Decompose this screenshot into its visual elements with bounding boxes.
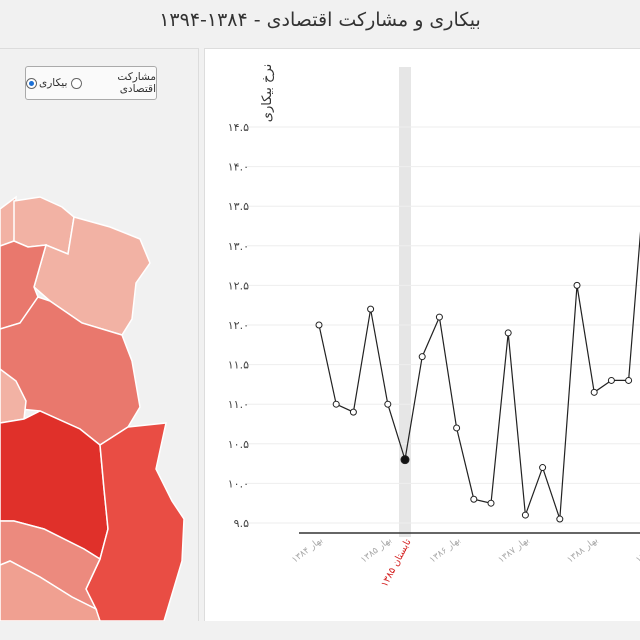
highlight-band [399, 67, 411, 537]
data-point-highlighted[interactable] [400, 455, 410, 465]
y-tick-label: ۹.۵ [234, 517, 249, 530]
map-region-far-south[interactable] [0, 560, 101, 621]
y-tick-label: ۱۱.۰ [228, 398, 249, 411]
data-point[interactable] [349, 408, 357, 416]
x-tick-label: بهار ۱۳۸۹ [634, 535, 640, 565]
x-tick-label: بهار ۱۳۸۵ [359, 535, 393, 565]
x-axis: بهار ۱۳۸۴ بهار ۱۳۸۵ بهار ۱۳۸۶ بهار ۱۳۸۷ بهار… [290, 535, 640, 589]
data-point[interactable] [504, 329, 512, 337]
data-points [315, 281, 633, 523]
data-point[interactable] [435, 313, 443, 321]
data-point[interactable] [367, 305, 375, 313]
data-point[interactable] [453, 424, 461, 432]
x-tick-label: بهار ۱۳۸۴ [290, 535, 324, 565]
data-point[interactable] [521, 511, 529, 519]
series-line [318, 231, 640, 520]
x-tick-label: بهار ۱۳۸۸ [566, 535, 600, 565]
y-tick-label: ۱۰.۵ [228, 438, 249, 451]
radio-unemployment[interactable] [26, 77, 37, 89]
y-tick-label: ۱۳.۵ [228, 200, 249, 213]
map-region-small-west[interactable] [0, 368, 27, 424]
province-map [0, 195, 185, 621]
indicator-selector: مشارکت اقتصادی بیکاری [25, 66, 157, 100]
data-point[interactable] [607, 376, 615, 384]
data-point[interactable] [625, 376, 633, 384]
data-point[interactable] [573, 281, 581, 289]
data-point[interactable] [418, 353, 426, 361]
y-tick-label: ۱۳.۰ [228, 240, 249, 253]
radio-participation[interactable] [71, 77, 82, 89]
grid-lines [247, 126, 640, 524]
data-point[interactable] [590, 388, 598, 396]
radio-option-unemployment[interactable]: بیکاری [26, 77, 67, 89]
y-axis: ۹.۵ ۱۰.۰ ۱۰.۵ ۱۱.۰ ۱۱.۵ ۱۲.۰ ۱۲.۵ ۱۳.۰ ۱۳.۵ ۱۴.۰ ۱… [228, 121, 249, 530]
data-point[interactable] [384, 400, 392, 408]
data-point[interactable] [539, 464, 547, 472]
unemployment-line-chart: ۹.۵ ۱۰.۰ ۱۰.۵ ۱۱.۰ ۱۱.۵ ۱۲.۰ ۱۲.۵ ۱۳.۰ ۱۳.۵ ۱۴.۰ ۱… [228, 64, 640, 589]
chart-panel: ۹.۵ ۱۰.۰ ۱۰.۵ ۱۱.۰ ۱۱.۵ ۱۲.۰ ۱۲.۵ ۱۳.۰ ۱۳.۵ ۱۴.۰ ۱… [204, 48, 640, 621]
y-tick-label: ۱۴.۵ [228, 121, 249, 134]
x-tick-label: بهار ۱۳۸۶ [428, 535, 462, 565]
data-point[interactable] [556, 515, 564, 523]
map-panel [0, 48, 199, 621]
y-tick-label: ۱۲.۰ [228, 319, 249, 332]
data-point[interactable] [487, 499, 495, 507]
y-tick-label: ۱۱.۵ [228, 359, 249, 372]
y-axis-label: نرخ بیکاری [260, 64, 275, 122]
radio-participation-label: مشارکت اقتصادی [117, 71, 156, 95]
y-tick-label: ۱۲.۵ [228, 279, 249, 292]
data-point[interactable] [315, 321, 323, 329]
map-region-south-east[interactable] [85, 422, 185, 621]
data-point[interactable] [332, 400, 340, 408]
data-point[interactable] [470, 495, 478, 503]
y-tick-label: ۱۰.۰ [228, 477, 249, 490]
page-title: بیکاری و مشارکت اقتصادی - ۱۳۸۴-۱۳۹۴ [159, 9, 481, 31]
radio-unemployment-label: بیکاری [39, 77, 68, 89]
y-tick-label: ۱۴.۰ [228, 161, 249, 174]
radio-option-participation[interactable]: مشارکت اقتصادی [71, 71, 156, 95]
x-tick-label: بهار ۱۳۸۷ [497, 535, 531, 565]
